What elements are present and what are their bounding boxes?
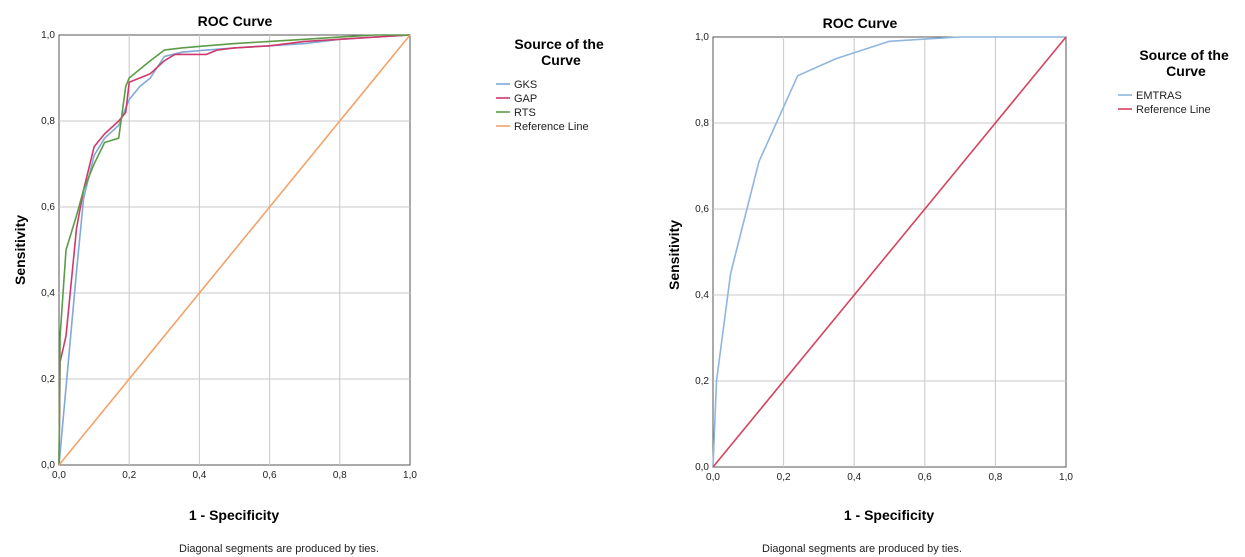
y-tick-labels: 0,0 0,2 0,4 0,6 0,8 1,0 [695,32,709,473]
x-tick-label: 0,6 [263,470,277,481]
legend-title: Source of the Curve [1139,47,1232,79]
legend-item: Reference Line [496,121,589,133]
legend-title-line-2: Curve [1166,63,1206,79]
legend-items: GKS GAP RTS Reference Line [496,79,589,133]
legend-label: Reference Line [1136,104,1211,116]
x-tick-label: 0,4 [192,470,206,481]
y-tick-labels: 0,0 0,2 0,4 0,6 0,8 1,0 [41,30,55,471]
roc-chart-right: ROC Curve 0,0 0,2 0,4 0,6 0,8 1,0 0,00,20,40,… [666,15,1232,555]
legend-item: GKS [496,79,537,91]
y-tick-label: 0,8 [695,118,709,129]
x-tick-label: 0,2 [122,470,136,481]
y-tick-label: 0,2 [695,376,709,387]
y-tick-label: 0,4 [695,290,709,301]
x-tick-label: 0,8 [988,472,1002,483]
x-tick-label: 0,0 [706,472,720,483]
footnote: Diagonal segments are produced by ties. [179,543,379,555]
y-tick-label: 0,0 [695,462,709,473]
x-axis-title: 1 - Specificity [189,507,279,523]
x-tick-label: 0,6 [918,472,932,483]
legend-label: GAP [514,93,537,105]
legend-label: RTS [514,107,536,119]
x-tick-label: 0,0 [52,470,66,481]
legend-items: EMTRAS Reference Line [1118,90,1211,116]
series-lines [58,34,411,466]
legend-title: Source of the Curve [514,36,607,68]
roc-chart-left: ROC Curve 0,0 0,2 0,4 0,6 0,8 1,0 0,00,20,40,… [12,13,607,555]
series-line-gap [58,34,411,466]
legend: Source of the Curve EMTRAS Reference Line [1118,47,1232,116]
legend: Source of the Curve GKS GAP RTS Reference L… [496,36,607,133]
series-line-reference-line [58,34,411,466]
x-tick-label: 0,2 [777,472,791,483]
grid-lines [59,35,410,465]
chart-title: ROC Curve [823,15,898,31]
footnote: Diagonal segments are produced by ties. [762,543,962,555]
y-tick-label: 1,0 [695,32,709,43]
x-tick-label: 1,0 [1059,472,1073,483]
y-axis-title: Sensitivity [12,215,28,285]
y-axis-title: Sensitivity [666,220,682,290]
x-tick-label: 1,0 [403,470,417,481]
y-tick-label: 1,0 [41,30,55,41]
series-line-rts [58,34,410,466]
legend-title-line-1: Source of the [1139,47,1229,63]
x-tick-label: 0,4 [847,472,861,483]
legend-label: Reference Line [514,121,589,133]
series-line-reference-line [712,36,1067,468]
legend-item: Reference Line [1118,104,1211,116]
y-tick-label: 0,6 [41,202,55,213]
chart-title: ROC Curve [198,13,273,29]
legend-label: EMTRAS [1136,90,1182,102]
legend-label: GKS [514,79,537,91]
y-tick-label: 0,4 [41,288,55,299]
legend-item: GAP [496,93,537,105]
legend-item: RTS [496,107,536,119]
y-tick-label: 0,6 [695,204,709,215]
series-line-emtras [712,36,1066,468]
series-line-gks [58,34,411,466]
legend-title-line-1: Source of the [514,36,604,52]
x-tick-labels: 0,0 0,2 0,4 0,6 0,8 1,0 [706,472,1073,483]
legend-title-line-2: Curve [541,52,581,68]
y-tick-label: 0,2 [41,374,55,385]
legend-item: EMTRAS [1118,90,1182,102]
y-tick-label: 0,8 [41,116,55,127]
y-tick-label: 0,0 [41,460,55,471]
x-tick-label: 0,8 [333,470,347,481]
x-axis-title: 1 - Specificity [844,507,934,523]
series-lines [712,36,1067,468]
x-tick-labels: 0,0 0,2 0,4 0,6 0,8 1,0 [52,470,417,481]
